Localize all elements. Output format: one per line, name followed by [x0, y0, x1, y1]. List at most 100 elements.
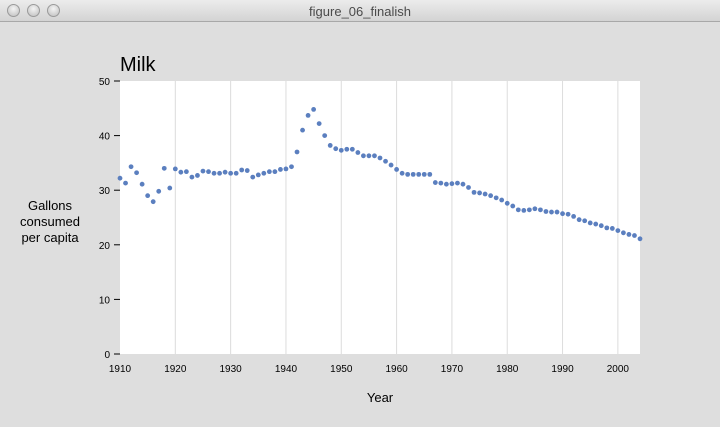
y-tick-label: 10 — [99, 295, 111, 306]
data-point — [427, 171, 433, 177]
data-point — [604, 225, 610, 231]
data-point — [587, 220, 593, 226]
x-tick-label: 1970 — [441, 364, 464, 375]
data-point — [117, 175, 123, 181]
plot-area — [120, 81, 640, 354]
data-point — [593, 221, 599, 227]
data-point — [609, 226, 615, 231]
data-point — [460, 181, 466, 187]
data-point — [510, 203, 516, 209]
data-point — [250, 174, 256, 180]
y-axis-label-line: per capita — [21, 230, 79, 245]
data-point — [239, 167, 245, 173]
data-point — [123, 180, 128, 186]
data-point — [482, 191, 488, 197]
data-point — [410, 171, 416, 177]
data-point — [626, 232, 632, 237]
data-point — [488, 193, 494, 199]
x-tick-label: 1910 — [109, 364, 132, 375]
x-tick-label: 1960 — [385, 364, 408, 375]
data-point — [338, 147, 344, 153]
data-point — [543, 209, 549, 214]
data-point — [327, 143, 333, 148]
y-axis-label-line: Gallons — [28, 198, 73, 213]
data-point — [145, 193, 151, 199]
data-point — [183, 169, 189, 175]
data-point — [366, 153, 372, 159]
data-point — [372, 153, 377, 159]
data-point — [167, 185, 173, 191]
milk-chart: 1910 1920 1930 1940 1950 1960 1970 1980 1990 2000… — [20, 54, 643, 405]
data-point — [178, 169, 184, 175]
x-tick-label: 1950 — [330, 364, 353, 375]
chart-title: Milk — [120, 54, 157, 76]
data-point — [615, 228, 621, 234]
data-point — [416, 171, 422, 177]
data-point — [349, 146, 355, 152]
data-point — [211, 170, 217, 176]
data-point — [394, 167, 399, 172]
data-point — [222, 169, 228, 175]
data-point — [172, 166, 178, 172]
data-point — [383, 158, 388, 164]
zoom-window-icon[interactable] — [47, 4, 60, 17]
data-point — [244, 168, 250, 173]
window-title: figure_06_finalish — [309, 4, 411, 19]
data-point — [621, 230, 626, 236]
data-point — [399, 170, 405, 176]
grid-lines — [174, 81, 619, 354]
data-point — [405, 171, 411, 177]
x-tick-label: 1940 — [275, 364, 298, 375]
data-point — [266, 169, 272, 175]
data-point — [477, 190, 482, 196]
data-point — [156, 188, 162, 194]
close-window-icon[interactable] — [7, 4, 20, 17]
data-point — [471, 189, 477, 195]
data-point — [150, 199, 156, 205]
data-point — [377, 155, 383, 161]
minimize-window-icon[interactable] — [27, 4, 40, 17]
x-tick-label: 1980 — [496, 364, 519, 375]
x-tick-label: 2000 — [607, 364, 630, 375]
data-point — [388, 162, 394, 168]
data-point — [466, 185, 471, 190]
data-point — [316, 121, 322, 126]
data-point — [233, 170, 239, 176]
y-axis-label-line: consumed — [20, 214, 80, 229]
data-point — [283, 166, 289, 172]
data-point — [134, 170, 139, 176]
data-point — [598, 223, 604, 229]
data-point — [355, 150, 361, 155]
data-point — [493, 195, 499, 201]
data-point — [443, 181, 449, 187]
data-point — [189, 174, 195, 180]
data-point — [538, 207, 543, 213]
data-point — [571, 214, 577, 219]
x-tick-label: 1920 — [164, 364, 187, 375]
data-point — [161, 165, 167, 171]
data-point — [206, 169, 211, 175]
data-point — [637, 236, 643, 242]
data-point — [565, 211, 571, 217]
data-point — [632, 233, 637, 238]
data-point — [549, 209, 554, 215]
data-point — [438, 180, 444, 186]
data-point — [255, 172, 261, 178]
data-point — [311, 106, 317, 112]
data-point — [300, 127, 305, 133]
data-point — [532, 206, 538, 212]
data-point — [582, 218, 588, 224]
x-tick-label: 1990 — [551, 364, 574, 375]
data-point — [228, 170, 234, 176]
data-point — [526, 207, 532, 213]
data-point — [421, 171, 427, 177]
y-tick-label: 20 — [99, 241, 111, 252]
data-point — [499, 197, 505, 203]
data-point — [305, 112, 311, 118]
y-axis-label: Gallons consumed per capita — [20, 198, 80, 245]
data-point — [128, 164, 134, 170]
data-point — [554, 209, 560, 215]
data-point — [322, 133, 328, 138]
data-point — [278, 167, 283, 172]
